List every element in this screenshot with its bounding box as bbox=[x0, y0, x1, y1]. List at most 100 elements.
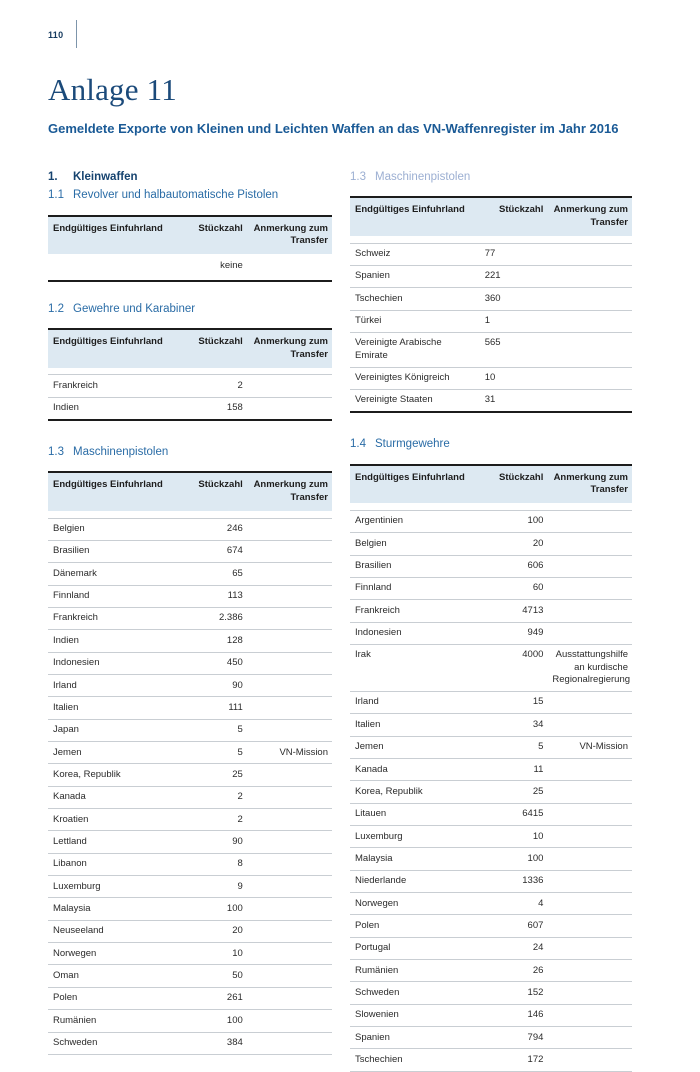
table-row: Norwegen 10 bbox=[48, 942, 332, 966]
cell-country: Malaysia bbox=[48, 897, 179, 921]
table-revolver-pistolen: Endgültiges Einfuhrland Stückzahl Anmerk… bbox=[48, 214, 332, 282]
cell-count: 10 bbox=[479, 825, 548, 849]
column-header-count: Stückzahl bbox=[178, 472, 247, 512]
cell-note bbox=[547, 510, 632, 534]
cell-country: Luxemburg bbox=[48, 875, 179, 899]
cell-note bbox=[547, 1048, 632, 1072]
table-row: Jemen 5 VN-Mission bbox=[48, 741, 332, 765]
cell-note bbox=[547, 532, 632, 556]
table-row: Schweden 152 bbox=[350, 981, 632, 1005]
cell-note bbox=[547, 981, 632, 1005]
cell-note bbox=[246, 540, 332, 564]
cell-country: Argentinien bbox=[350, 510, 480, 534]
left-column: 1. Kleinwaffen 1.1 Revolver und halbauto… bbox=[48, 170, 332, 1055]
column-header-note: Anmerkung zum Transfer bbox=[246, 472, 332, 512]
cell-note bbox=[246, 942, 332, 966]
cell-country: Irland bbox=[350, 691, 480, 715]
cell-count: 8 bbox=[178, 853, 247, 877]
section-number: 1.2 bbox=[48, 302, 64, 315]
table-row: Oman 50 bbox=[48, 964, 332, 988]
table-row: Frankreich 2 bbox=[48, 374, 332, 398]
table-row: Polen 261 bbox=[48, 987, 332, 1011]
cell-count: 794 bbox=[479, 1026, 548, 1050]
cell-count: 15 bbox=[479, 691, 548, 715]
table-row: Belgien 20 bbox=[350, 532, 632, 556]
table-row: Indonesien 949 bbox=[350, 622, 632, 645]
cell-country: Portugal bbox=[350, 937, 480, 961]
table-row: Brasilien 674 bbox=[48, 540, 332, 564]
cell-note bbox=[246, 1032, 332, 1055]
table-row: Jemen 5 VN-Mission bbox=[350, 736, 632, 760]
cell-note bbox=[547, 310, 632, 333]
cell-count: 65 bbox=[178, 562, 247, 586]
cell-note bbox=[246, 853, 332, 877]
cell-country: Belgien bbox=[350, 532, 480, 556]
cell-country: Luxemburg bbox=[350, 825, 480, 849]
cell-country: Norwegen bbox=[48, 942, 179, 966]
table-row: Finnland 113 bbox=[48, 585, 332, 608]
table-row: Luxemburg 10 bbox=[350, 825, 632, 849]
table-row: Frankreich 4713 bbox=[350, 599, 632, 623]
cell-note bbox=[547, 847, 632, 871]
table-row: Türkei 1 bbox=[350, 310, 632, 333]
cell-country: Vereinigte Arabische Emirate bbox=[350, 332, 480, 368]
section-number: 1.3 bbox=[48, 446, 64, 459]
page-number: 110 bbox=[48, 25, 63, 43]
table-row: Brasilien 606 bbox=[350, 555, 632, 578]
cell-count: 34 bbox=[479, 713, 548, 737]
cell-note bbox=[547, 914, 632, 938]
cell-note bbox=[246, 808, 332, 832]
cell-count: 10 bbox=[178, 942, 247, 966]
table-empty-row: keine bbox=[48, 254, 332, 280]
cell-count: 384 bbox=[178, 1032, 247, 1055]
cell-count: 20 bbox=[479, 532, 548, 556]
cell-country bbox=[48, 254, 179, 280]
cell-note bbox=[547, 265, 632, 289]
cell-country: Spanien bbox=[350, 1026, 480, 1050]
section-number: 1. bbox=[48, 171, 58, 183]
cell-note bbox=[547, 892, 632, 916]
cell-count: 5 bbox=[479, 736, 548, 760]
cell-count: 100 bbox=[178, 1009, 247, 1033]
table-body: Belgien 246 Brasilien 674 Dänemark 65 Finnland… bbox=[48, 511, 332, 1055]
cell-country: Frankreich bbox=[48, 607, 179, 631]
cell-country: Oman bbox=[48, 964, 179, 988]
table-row: Korea, Republik 25 bbox=[350, 780, 632, 804]
cell-count: 128 bbox=[178, 629, 247, 653]
section-label: Maschinenpistolen bbox=[73, 446, 169, 459]
cell-note bbox=[547, 691, 632, 715]
section-label: Maschinenpistolen bbox=[375, 171, 471, 183]
cell-country: Spanien bbox=[350, 265, 480, 289]
cell-note bbox=[246, 674, 332, 698]
table-body: Schweiz 77 Spanien 221 Tschechien 360 Türkei 1 V… bbox=[350, 236, 632, 412]
table-header-spacer bbox=[350, 236, 632, 244]
section-heading-gewehre-karabiner: 1.2 Gewehre und Karabiner bbox=[48, 302, 332, 316]
cell-count: 25 bbox=[479, 780, 548, 804]
cell-count: 565 bbox=[479, 332, 548, 368]
section-number: 1.3 bbox=[350, 171, 366, 183]
cell-note bbox=[547, 367, 632, 390]
cell-country: Indien bbox=[53, 402, 79, 414]
column-header-count: Stückzahl bbox=[178, 329, 247, 368]
cell-country: Schweden bbox=[48, 1032, 179, 1055]
cell-count: 1 bbox=[479, 310, 548, 333]
cell-note bbox=[246, 518, 332, 541]
table-row: Belgien 246 bbox=[48, 518, 332, 541]
table-row: Vereinigte Arabische Emirate 565 bbox=[350, 332, 632, 368]
table-body: keine bbox=[48, 254, 332, 280]
column-header-country: Endgültiges Einfuhrland bbox=[350, 197, 480, 237]
column-header-note: Anmerkung zum Transfer bbox=[246, 215, 332, 255]
cell-country: Italien bbox=[48, 696, 179, 720]
cell-count: 20 bbox=[178, 920, 247, 944]
cell-country: Korea, Republik bbox=[48, 763, 179, 787]
cell-country: Türkei bbox=[350, 310, 480, 333]
table-row: Argentinien 100 bbox=[350, 510, 632, 534]
cell-note bbox=[246, 374, 332, 398]
table-row: Schweiz 77 bbox=[350, 243, 632, 266]
section-heading-revolver-pistolen: 1.1 Revolver und halbautomatische Pistol… bbox=[48, 188, 332, 202]
cell-country: Vereinigte Staaten bbox=[355, 394, 433, 406]
cell-note bbox=[547, 937, 632, 961]
table-row: Neuseeland 20 bbox=[48, 920, 332, 944]
cell-country: Indonesien bbox=[350, 622, 480, 645]
table-row: Rumänien 26 bbox=[350, 959, 632, 983]
